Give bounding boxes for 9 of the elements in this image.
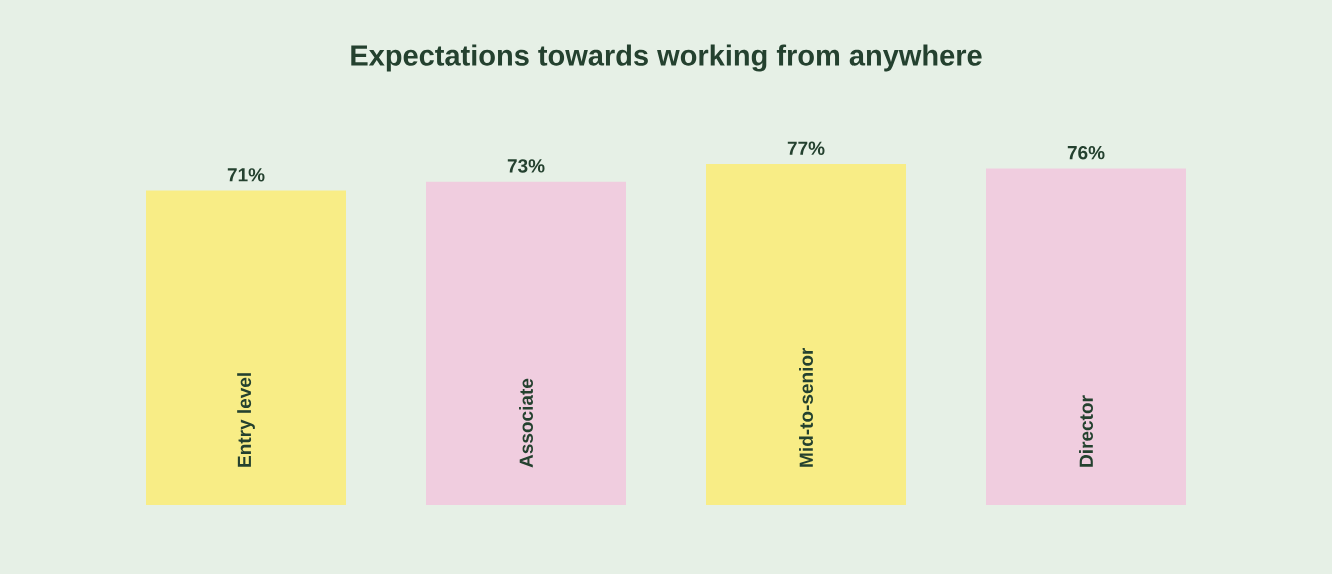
chart-title: Expectations towards working from anywhere	[351, 44, 982, 72]
x-tick-label: Entry level	[237, 373, 255, 467]
data-label: 73%	[507, 159, 545, 173]
x-tick-label: Director	[1079, 395, 1093, 467]
x-tick-label: Associate	[519, 378, 533, 468]
data-label: 71%	[227, 168, 265, 182]
data-label: 76%	[1067, 145, 1105, 160]
data-label: 77%	[787, 141, 825, 155]
x-tick-label: Mid-to-senior	[799, 347, 813, 467]
